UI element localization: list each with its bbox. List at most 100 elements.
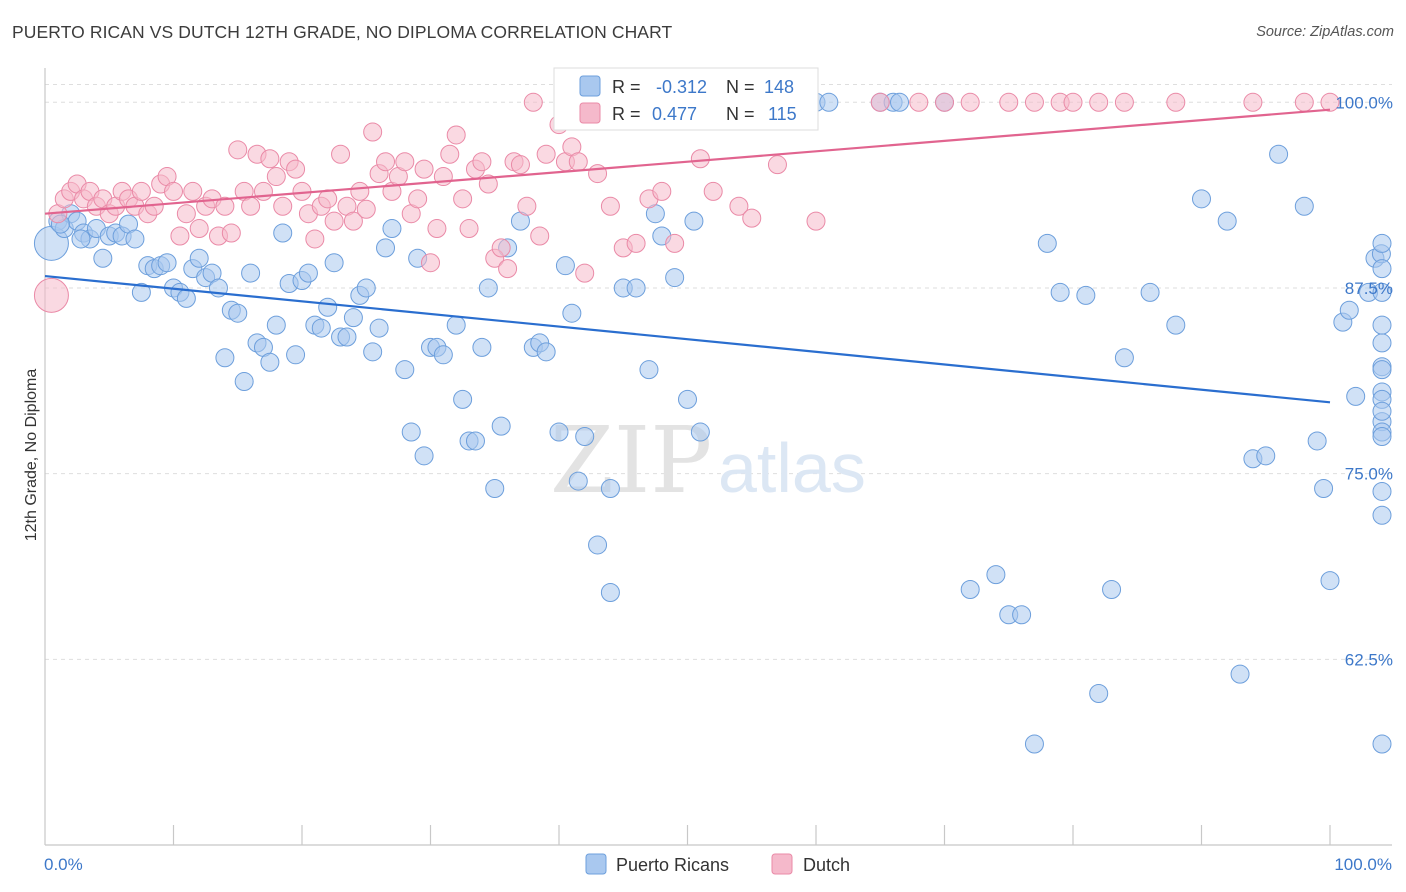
legend-n-value-1: 148 xyxy=(764,77,794,97)
data-point xyxy=(1372,315,1392,335)
data-point xyxy=(266,315,286,335)
data-point xyxy=(331,144,351,164)
data-point xyxy=(999,92,1019,112)
trend-lines xyxy=(44,108,1331,404)
data-point xyxy=(1089,92,1109,112)
bottom-legend-swatch-puerto-ricans xyxy=(585,853,607,875)
data-point xyxy=(1372,333,1392,353)
data-point xyxy=(491,416,511,436)
data-point xyxy=(819,92,839,112)
data-point xyxy=(376,238,396,258)
data-point xyxy=(536,342,556,362)
data-point xyxy=(1024,92,1044,112)
data-point xyxy=(234,372,254,392)
data-point xyxy=(1294,196,1314,216)
data-point xyxy=(305,229,325,249)
data-point xyxy=(1243,92,1263,112)
data-point xyxy=(408,189,428,209)
data-point xyxy=(600,196,620,216)
y-tick-label: 87.5% xyxy=(1345,279,1393,298)
data-point xyxy=(286,159,306,179)
data-point xyxy=(131,181,151,201)
data-point xyxy=(568,152,588,172)
data-point xyxy=(1372,282,1392,302)
data-point xyxy=(453,389,473,409)
data-point xyxy=(1192,189,1211,209)
data-point xyxy=(1063,92,1083,112)
data-point xyxy=(266,167,286,187)
data-point xyxy=(960,580,980,600)
data-point xyxy=(1140,282,1160,302)
data-point xyxy=(343,211,363,231)
data-point xyxy=(626,233,646,253)
data-point xyxy=(228,303,248,323)
data-point xyxy=(414,446,434,466)
data-point xyxy=(742,208,762,228)
data-point xyxy=(1114,348,1134,368)
data-point xyxy=(446,125,466,145)
data-point xyxy=(453,189,473,209)
data-point xyxy=(1372,259,1392,279)
data-point xyxy=(530,226,550,246)
data-point xyxy=(1372,360,1392,380)
legend-r-label-2: R = xyxy=(612,104,641,124)
data-point xyxy=(491,238,511,258)
data-point xyxy=(684,211,704,231)
data-point xyxy=(164,181,183,201)
data-point xyxy=(523,92,543,112)
data-point xyxy=(459,219,479,239)
legend-r-value-1: -0.312 xyxy=(656,77,707,97)
data-point xyxy=(93,248,113,268)
data-point xyxy=(909,92,929,112)
data-point xyxy=(588,535,608,555)
data-point xyxy=(369,318,389,338)
x-tick-label-max: 100.0% xyxy=(1334,855,1392,874)
data-point xyxy=(729,196,749,216)
data-point xyxy=(183,181,203,201)
data-point xyxy=(1050,282,1070,302)
data-point xyxy=(71,229,91,249)
data-point xyxy=(665,233,685,253)
y-tick-label: 75.0% xyxy=(1345,465,1393,484)
data-point xyxy=(555,256,575,276)
bottom-legend-label-dutch: Dutch xyxy=(803,855,850,875)
data-point xyxy=(549,422,569,442)
data-point xyxy=(131,282,151,302)
data-point xyxy=(639,360,659,380)
data-point xyxy=(870,92,890,112)
data-point xyxy=(1217,211,1237,231)
data-point xyxy=(536,144,556,164)
data-point xyxy=(485,478,505,498)
data-point xyxy=(363,342,383,362)
trend-line-puerto-ricans xyxy=(44,274,1331,404)
data-point xyxy=(575,427,595,447)
bottom-legend-label-puerto-ricans: Puerto Ricans xyxy=(616,855,729,875)
data-point xyxy=(125,229,145,249)
data-point xyxy=(1114,92,1134,112)
legend-r-label-1: R = xyxy=(612,77,641,97)
data-point xyxy=(600,582,620,602)
data-point xyxy=(1372,427,1392,447)
data-point xyxy=(1320,92,1340,112)
data-point xyxy=(221,223,241,243)
x-axis-ticks xyxy=(172,825,1331,845)
bottom-legend-swatch-dutch xyxy=(771,853,793,875)
data-point xyxy=(440,144,460,164)
data-point xyxy=(1037,233,1057,253)
data-point xyxy=(1166,92,1186,112)
data-point xyxy=(170,226,190,246)
chart-title: PUERTO RICAN VS DUTCH 12TH GRADE, NO DIP… xyxy=(12,22,673,42)
data-point xyxy=(652,181,672,201)
data-point xyxy=(600,478,620,498)
data-point xyxy=(678,389,697,409)
data-point xyxy=(273,223,293,243)
data-point xyxy=(189,219,209,239)
data-point xyxy=(1102,580,1122,600)
axes xyxy=(44,68,1392,846)
data-point xyxy=(176,288,196,308)
legend-n-label-1: N = xyxy=(726,77,755,97)
data-point xyxy=(986,565,1006,585)
data-point xyxy=(273,196,293,216)
data-point xyxy=(382,219,402,239)
